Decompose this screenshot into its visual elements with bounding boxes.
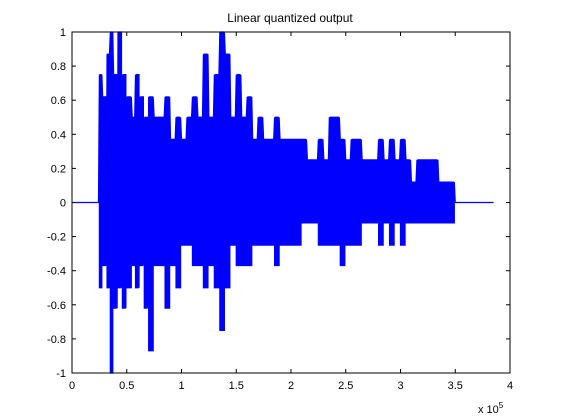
x-axis-multiplier: x 105	[478, 401, 504, 416]
x-tick-label: 4	[507, 380, 513, 392]
y-tick-label: -0.8	[47, 334, 66, 346]
x-axis-ticks: 0 0.5 1 1.5 2 2.5 3 3.5 4	[69, 32, 513, 392]
signal-trace	[72, 31, 494, 374]
x-tick-label: 0.5	[119, 380, 134, 392]
y-tick-label: 1	[60, 27, 66, 39]
y-tick-label: 0.8	[51, 61, 66, 73]
signal-line	[72, 31, 494, 374]
y-tick-label: 0	[60, 198, 66, 210]
y-tick-label: 0.2	[51, 163, 66, 175]
y-tick-label: -1	[56, 368, 66, 380]
x-tick-label: 0	[69, 380, 75, 392]
x-axis-multiplier-base: x 10	[478, 404, 499, 416]
y-tick-label: -0.2	[47, 232, 66, 244]
plot-area: 0 0.5 1 1.5 2 2.5 3 3.5 4 -1 -0.8 -0.6 -0.4 -0.2 0 0.2…	[47, 27, 513, 392]
y-tick-label: 0.4	[51, 129, 66, 141]
chart-title: Linear quantized output	[227, 11, 353, 25]
y-tick-label: -0.6	[47, 300, 66, 312]
x-tick-label: 3.5	[448, 380, 463, 392]
y-tick-label: 0.6	[51, 95, 66, 107]
x-axis-multiplier-exponent: 5	[499, 401, 504, 410]
y-axis-ticks: -1 -0.8 -0.6 -0.4 -0.2 0 0.2 0.4 0.6 0.8 1	[47, 27, 510, 380]
x-tick-label: 1	[178, 380, 184, 392]
y-tick-label: -0.4	[47, 266, 66, 278]
x-tick-label: 1.5	[229, 380, 244, 392]
x-tick-label: 3	[397, 380, 403, 392]
x-tick-label: 2	[288, 380, 294, 392]
x-tick-label: 2.5	[338, 380, 353, 392]
